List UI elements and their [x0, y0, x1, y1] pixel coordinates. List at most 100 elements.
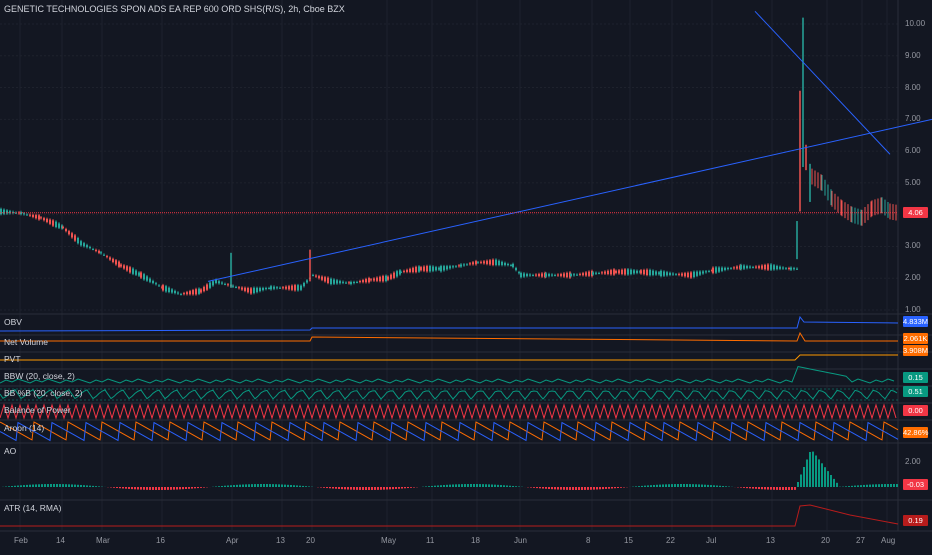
candle-body	[409, 269, 411, 272]
candle-body	[495, 260, 497, 265]
ao-bar	[833, 479, 835, 487]
candle-body	[58, 224, 60, 228]
candle-body	[412, 268, 414, 272]
ao-axis-tick: 2.00	[905, 457, 921, 466]
candle-body	[300, 286, 302, 290]
ao-bar	[803, 467, 805, 487]
ao-bar	[713, 485, 715, 487]
ao-bar	[26, 485, 28, 487]
ao-bar	[701, 485, 703, 487]
candle-body	[520, 273, 522, 277]
candle-body	[276, 287, 278, 288]
price-axis-tick: 6.00	[905, 146, 921, 155]
candle-body	[203, 287, 205, 291]
ao-bar	[326, 487, 328, 488]
candle-body	[773, 265, 775, 269]
candle-body	[143, 274, 145, 279]
net-volume-line	[0, 333, 898, 341]
ao-bar	[356, 487, 358, 490]
ao-bar	[293, 485, 295, 487]
ao-bar	[74, 485, 76, 487]
ao-bar	[767, 487, 769, 490]
ao-bar	[257, 484, 259, 487]
atr-value-badge: 0.19	[903, 515, 928, 526]
ao-bar	[335, 487, 337, 489]
candle-body	[758, 266, 760, 268]
ao-bar	[461, 484, 463, 487]
candle-body	[507, 264, 509, 265]
ao-bar	[476, 484, 478, 487]
ao-bar	[443, 485, 445, 487]
ao-bar	[20, 485, 22, 487]
candle-body	[49, 220, 51, 224]
ao-bar	[824, 467, 826, 487]
ao-bar	[551, 487, 553, 489]
ao-bar	[530, 487, 532, 488]
ao-bar	[32, 485, 34, 487]
aroon-pane-label: Aroon (14)	[4, 423, 44, 433]
ao-bar	[350, 487, 352, 490]
candle-body	[712, 268, 714, 273]
ao-bar	[845, 486, 847, 487]
candle-body	[265, 288, 267, 289]
ao-bar	[374, 487, 376, 490]
candle-body	[297, 285, 299, 290]
ao-bar	[683, 484, 685, 487]
candle-body	[241, 287, 243, 289]
ao-bar	[407, 487, 409, 488]
candle-body	[779, 267, 781, 269]
candle-body	[152, 281, 154, 283]
candle-body	[440, 266, 442, 271]
ao-bar	[860, 485, 862, 487]
candle-body	[501, 262, 503, 265]
pvt-value-badge: 3.908M	[903, 345, 928, 356]
candle-body	[29, 215, 31, 216]
ao-bar	[638, 486, 640, 487]
ao-bar	[452, 484, 454, 487]
price-axis-tick: 9.00	[905, 51, 921, 60]
ao-bar	[662, 484, 664, 487]
candle-body	[621, 270, 623, 274]
candle-body	[259, 288, 261, 291]
time-axis-tick: Apr	[226, 536, 238, 545]
candle-body	[636, 271, 638, 273]
candle-body	[135, 271, 137, 275]
ao-bar	[329, 487, 331, 488]
atr-pane-label: ATR (14, RMA)	[4, 503, 61, 513]
price-axis-tick: 2.00	[905, 273, 921, 282]
candle-body	[235, 287, 237, 288]
candle-body	[294, 285, 296, 290]
ao-bar	[203, 487, 205, 488]
ao-bar	[584, 487, 586, 490]
ao-bar	[689, 484, 691, 487]
candle-body	[595, 273, 597, 274]
bbw-value-badge: 0.15	[903, 372, 928, 383]
candle-body	[646, 270, 648, 275]
candle-body	[406, 270, 408, 272]
time-axis-tick: 20	[821, 536, 830, 545]
candle-body	[443, 266, 445, 270]
ao-bar	[320, 487, 322, 488]
candle-body	[415, 267, 417, 272]
ao-bar	[380, 487, 382, 490]
ao-bar	[710, 485, 712, 487]
bop-pane-label: Balance of Power	[4, 405, 71, 415]
ao-bar	[137, 487, 139, 489]
ao-bar	[86, 485, 88, 487]
candle-body	[95, 250, 97, 251]
candle-body	[215, 280, 217, 283]
candle-body	[112, 259, 114, 262]
ao-bar	[404, 487, 406, 488]
candle-body	[118, 262, 120, 267]
obv-line	[0, 317, 898, 331]
candle-body	[224, 284, 226, 285]
ao-bar	[122, 487, 124, 488]
ao-bar	[857, 485, 859, 487]
ao-bar	[8, 486, 10, 487]
candle-body	[333, 280, 335, 284]
candle-body	[177, 293, 179, 294]
ao-bar	[449, 485, 451, 487]
price-axis-tick: 10.00	[905, 19, 925, 28]
